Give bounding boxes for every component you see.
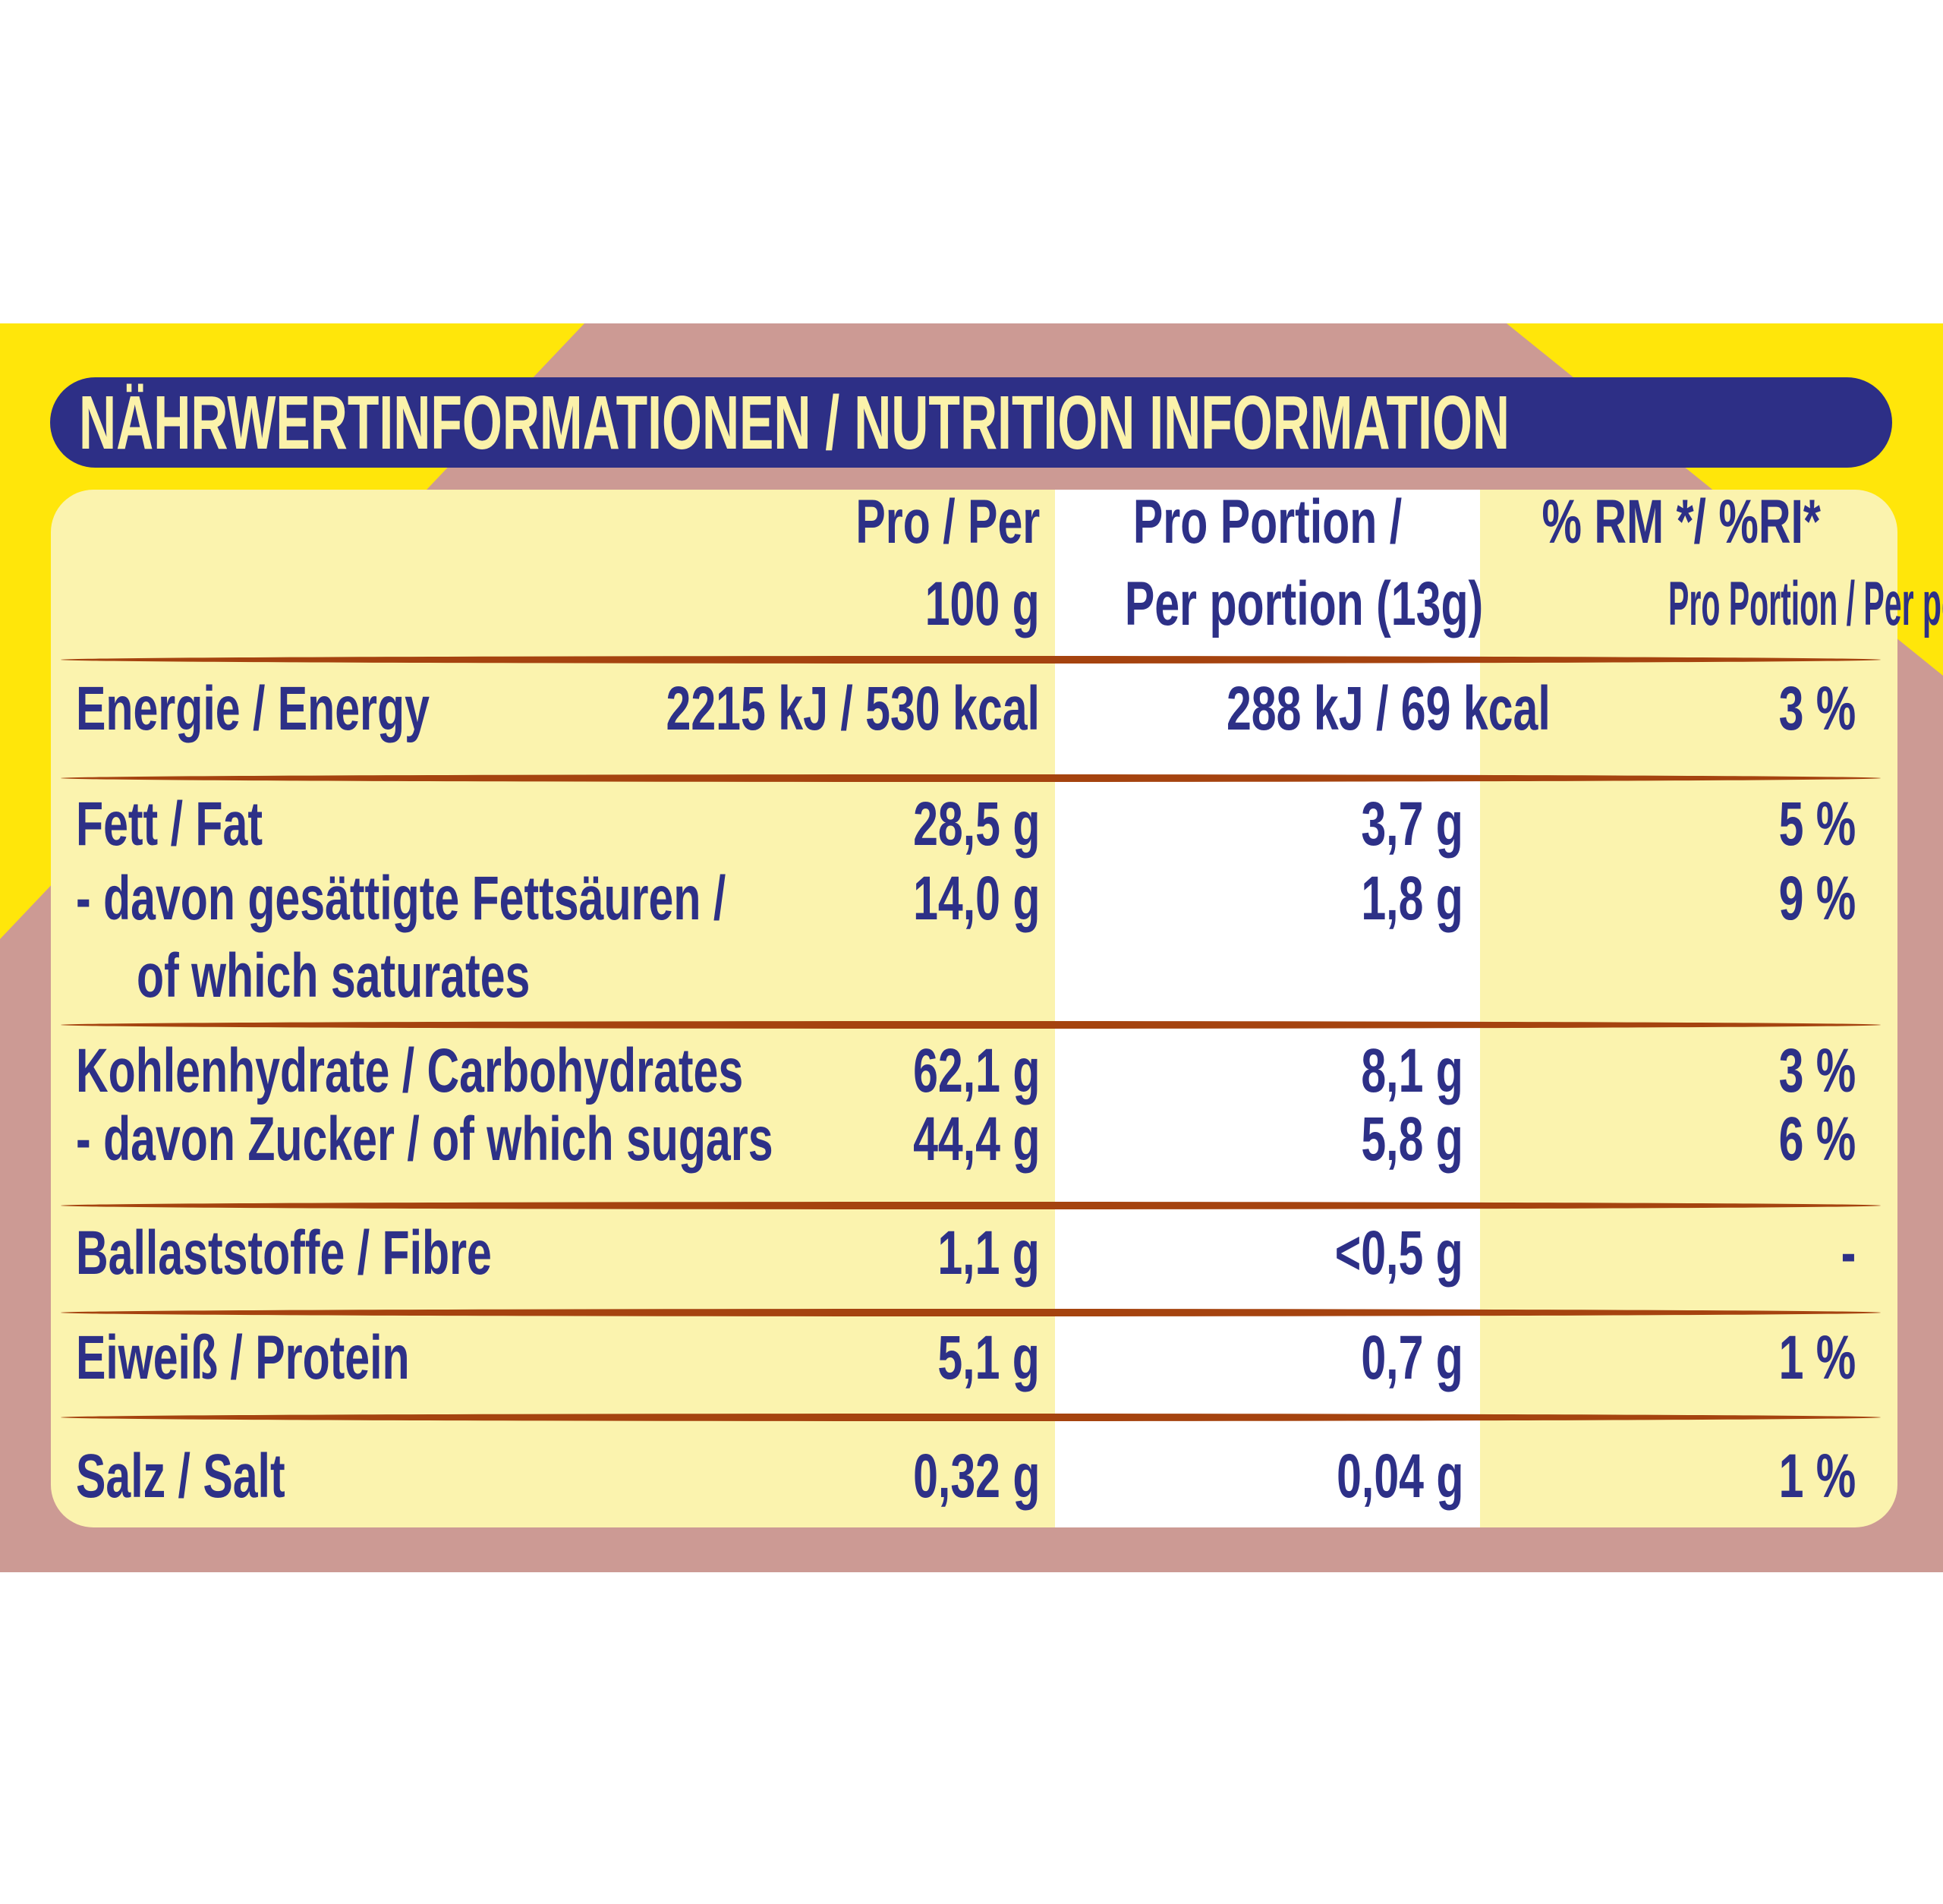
- value-per-portion: <0,5 g: [1334, 1218, 1463, 1288]
- value-per-100g: 2215 kJ / 530 kcal: [666, 674, 1040, 743]
- row-label: Kohlenhydrate / Carbohydrates: [76, 1036, 744, 1105]
- column-header-line: % RM */ %RI*: [1541, 487, 1821, 556]
- value-per-100g: 5,1 g: [937, 1323, 1040, 1392]
- value-percent-ri: 3 %: [1778, 1036, 1856, 1105]
- separator-line: [61, 1202, 1881, 1209]
- value-percent-ri: 5 %: [1778, 790, 1856, 859]
- table-row-carbohydrates: Kohlenhydrate / Carbohydrates 62,1 g 8,1…: [0, 1033, 1943, 1109]
- column-header-percent-ri: % RM */ %RI* Pro Portion / Per portion: [1488, 481, 1943, 648]
- value-percent-ri: 6 %: [1778, 1105, 1856, 1174]
- value-percent-ri: 1 %: [1778, 1323, 1856, 1392]
- value-per-100g: 28,5 g: [912, 790, 1040, 859]
- column-header-line: Pro Portion / Per portion: [1668, 569, 1943, 638]
- value-per-portion: 1,8 g: [1361, 864, 1463, 933]
- column-header-line: Pro / Per: [855, 487, 1040, 556]
- separator-line: [61, 1309, 1881, 1316]
- table-row-sugars: - davon Zucker / of which sugars 44,4 g …: [0, 1102, 1943, 1177]
- row-label: - davon Zucker / of which sugars: [76, 1105, 773, 1174]
- table-row-protein: Eiweiß / Protein 5,1 g 0,7 g 1 %: [0, 1320, 1943, 1396]
- value-per-100g: 1,1 g: [937, 1218, 1040, 1288]
- value-per-portion: 5,8 g: [1361, 1105, 1463, 1174]
- row-label: Ballaststoffe / Fibre: [76, 1218, 492, 1288]
- value-percent-ri: -: [1841, 1218, 1856, 1288]
- column-header-line: Per portion (13g): [1124, 569, 1484, 638]
- value-per-100g: 0,32 g: [912, 1442, 1040, 1511]
- column-header-line: 100 g: [925, 569, 1040, 638]
- row-label: Salz / Salt: [76, 1442, 285, 1511]
- value-percent-ri: 9 %: [1778, 864, 1856, 933]
- row-label: Energie / Energy: [76, 674, 430, 743]
- column-header-line: Pro Portion /: [1132, 487, 1403, 556]
- separator-line: [61, 774, 1881, 782]
- row-label: - davon gesättigte Fettsäuren /: [76, 864, 726, 933]
- value-percent-ri: 1 %: [1778, 1442, 1856, 1511]
- separator-line: [61, 656, 1881, 664]
- value-per-100g: 62,1 g: [912, 1036, 1040, 1105]
- value-per-100g: 14,0 g: [912, 864, 1040, 933]
- table-row-energy: Energie / Energy 2215 kJ / 530 kcal 288 …: [0, 671, 1943, 747]
- panel-title: NÄHRWERTINFORMATIONEN / NUTRITION INFORM…: [79, 380, 1510, 465]
- table-row-salt: Salz / Salt 0,32 g 0,04 g 1 %: [0, 1439, 1943, 1515]
- table-row-fat: Fett / Fat 28,5 g 3,7 g 5 %: [0, 787, 1943, 862]
- separator-line: [61, 1414, 1881, 1421]
- column-header-per-100g: Pro / Per 100 g: [531, 481, 1040, 648]
- table-row-saturates-cont: of which saturates: [0, 938, 1943, 1014]
- value-per-portion: 0,04 g: [1336, 1442, 1463, 1511]
- value-per-portion: 0,7 g: [1361, 1323, 1463, 1392]
- row-label: Eiweiß / Protein: [76, 1323, 410, 1392]
- table-row-saturates: - davon gesättigte Fettsäuren / 14,0 g 1…: [0, 861, 1943, 937]
- value-per-portion: 3,7 g: [1361, 790, 1463, 859]
- value-percent-ri: 3 %: [1778, 674, 1856, 743]
- header-bar: NÄHRWERTINFORMATIONEN / NUTRITION INFORM…: [50, 377, 1892, 468]
- value-per-portion: 8,1 g: [1361, 1036, 1463, 1105]
- value-per-portion: 288 kJ / 69 kcal: [1226, 674, 1551, 743]
- value-per-100g: 44,4 g: [912, 1105, 1040, 1174]
- separator-line: [61, 1021, 1881, 1029]
- row-label: Fett / Fat: [76, 790, 263, 859]
- row-label: of which saturates: [137, 941, 531, 1010]
- column-header-per-portion: Pro Portion / Per portion (13g): [1055, 481, 1484, 648]
- table-row-fibre: Ballaststoffe / Fibre 1,1 g <0,5 g -: [0, 1215, 1943, 1291]
